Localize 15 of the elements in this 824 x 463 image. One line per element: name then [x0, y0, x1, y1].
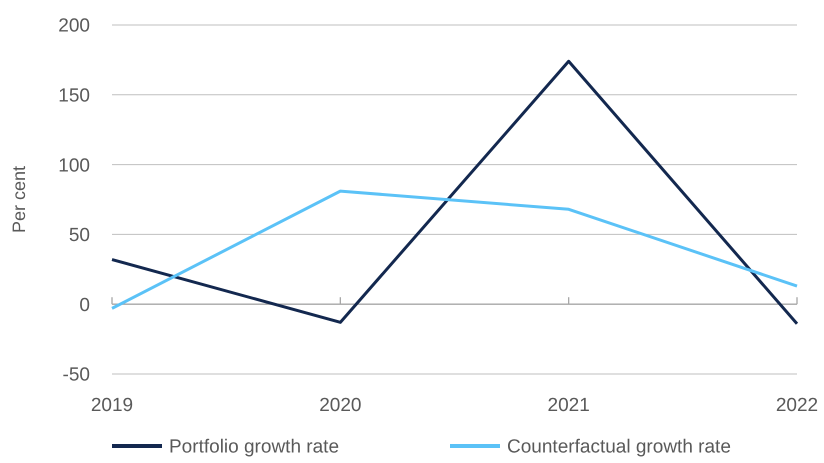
y-tick-label: 50 — [68, 225, 90, 246]
x-tick-label: 2021 — [548, 395, 590, 416]
legend-label: Counterfactual growth rate — [507, 436, 731, 458]
legend-label: Portfolio growth rate — [169, 436, 340, 458]
y-tick-label: 0 — [79, 294, 90, 316]
x-tick-label: 2019 — [90, 395, 134, 416]
x-tick-label: 2022 — [776, 395, 818, 416]
y-tick-label: 200 — [58, 16, 90, 37]
line-series — [110, 190, 798, 310]
y-axis-title: Per cent — [9, 166, 29, 234]
line-series — [110, 60, 798, 326]
y-tick-label: 150 — [58, 85, 90, 106]
y-tick-label: -50 — [62, 364, 90, 386]
y-tick-label: 100 — [58, 155, 90, 176]
x-tick-label: 2020 — [319, 395, 362, 416]
